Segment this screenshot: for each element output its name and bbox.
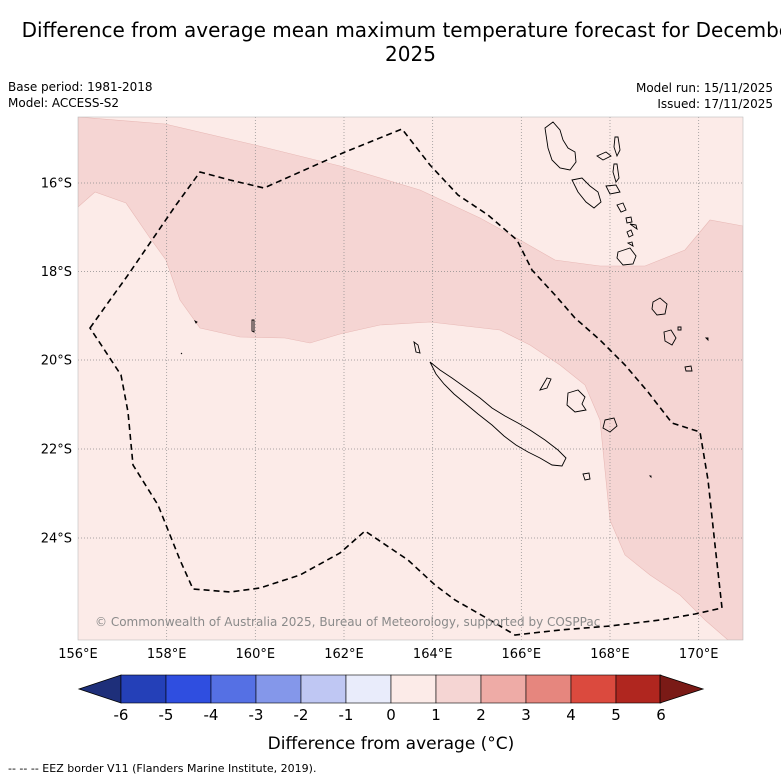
colorbar-cell-2-to-3 <box>480 674 527 704</box>
lat-tick-22s: 22°S <box>41 443 72 458</box>
colorbar-cell--1-to-0 <box>345 674 392 704</box>
colorbar-cell-1-to-2 <box>435 674 482 704</box>
futuna-island <box>677 326 709 342</box>
pentecost-island <box>612 163 620 183</box>
tanna-island <box>651 297 668 316</box>
lon-tick-170: 170°E <box>679 647 719 662</box>
cb-label--4: -4 <box>204 706 219 724</box>
malekula-island <box>571 177 602 209</box>
colorbar <box>77 674 705 704</box>
lon-tick-166: 166°E <box>502 647 542 662</box>
cb-label-1: 1 <box>431 706 441 724</box>
footer-note: -- -- -- EEZ border V11 (Flanders Marine… <box>8 762 317 775</box>
eez-border <box>89 128 723 636</box>
colorbar-extend-max <box>659 674 705 704</box>
lat-tick-18s: 18°S <box>41 265 72 280</box>
cb-label--1: -1 <box>339 706 354 724</box>
lon-tick-160: 160°E <box>236 647 276 662</box>
ambae-island <box>596 151 612 161</box>
mare-island <box>602 417 618 433</box>
lon-tick-158: 158°E <box>147 647 187 662</box>
cb-label--3: -3 <box>249 706 264 724</box>
efate-island <box>626 229 634 247</box>
belep-island <box>413 340 421 354</box>
cb-label--6: -6 <box>114 706 129 724</box>
espiritu-santo-island <box>544 121 577 171</box>
lon-tick-164: 164°E <box>413 647 453 662</box>
ouvea-island <box>539 377 552 391</box>
colorbar-cell-3-to-4 <box>525 674 572 704</box>
maewo-island <box>613 136 621 158</box>
cb-label-5: 5 <box>611 706 621 724</box>
colorbar-cell-0-to-1 <box>390 674 437 704</box>
colorbar-cell--6-to--5 <box>120 674 167 704</box>
aneityum-island <box>663 329 677 346</box>
model-run: Model run: 15/11/2025 <box>635 81 773 95</box>
new-caledonia-island <box>429 361 567 467</box>
lifou-island <box>566 389 587 413</box>
colorbar-cell--2-to--1 <box>300 674 347 704</box>
cb-label-0: 0 <box>386 706 396 724</box>
cb-label-4: 4 <box>566 706 576 724</box>
colorbar-cell--5-to--4 <box>165 674 212 704</box>
ambrym-island <box>605 184 621 195</box>
colorbar-cell--3-to--2 <box>255 674 302 704</box>
cb-label-6: 6 <box>656 706 666 724</box>
erromango-island <box>616 247 637 266</box>
matthew-hunter-island <box>648 365 693 479</box>
lon-tick-162: 162°E <box>324 647 364 662</box>
colorbar-extend-min <box>77 674 122 704</box>
colorbar-cell-4-to-5 <box>570 674 617 704</box>
chesterfield-islets <box>180 319 255 355</box>
lat-tick-24s: 24°S <box>41 532 72 547</box>
chart-title: Difference from average mean maximum tem… <box>21 18 781 66</box>
isle-of-pines <box>582 472 591 481</box>
lon-tick-156: 156°E <box>58 647 98 662</box>
meta-right: Model run: 15/11/2025 Issued: 17/11/2025 <box>636 80 773 112</box>
lon-tick-168: 168°E <box>590 647 630 662</box>
colorbar-title: Difference from average (°C) <box>268 734 515 754</box>
epi-islands <box>616 202 638 231</box>
colorbar-cell--4-to--3 <box>210 674 257 704</box>
model-name: Model: ACCESS-S2 <box>8 96 120 110</box>
issued-date: Issued: 17/11/2025 <box>657 97 773 111</box>
cb-label--2: -2 <box>294 706 309 724</box>
lat-tick-16s: 16°S <box>41 177 72 192</box>
meta-left: Base period: 1981-2018 Model: ACCESS-S2 <box>8 79 153 111</box>
gridlines <box>78 117 743 640</box>
cb-label-2: 2 <box>476 706 486 724</box>
copyright-text: © Commonwealth of Australia 2025, Bureau… <box>95 615 600 629</box>
cb-label--5: -5 <box>159 706 174 724</box>
map-frame <box>77 116 744 641</box>
lat-tick-20s: 20°S <box>41 354 72 369</box>
base-period: Base period: 1981-2018 <box>8 80 153 94</box>
anomaly-1-2-region <box>78 117 743 640</box>
colorbar-cell-5-to-6 <box>615 674 662 704</box>
cb-label-3: 3 <box>521 706 531 724</box>
